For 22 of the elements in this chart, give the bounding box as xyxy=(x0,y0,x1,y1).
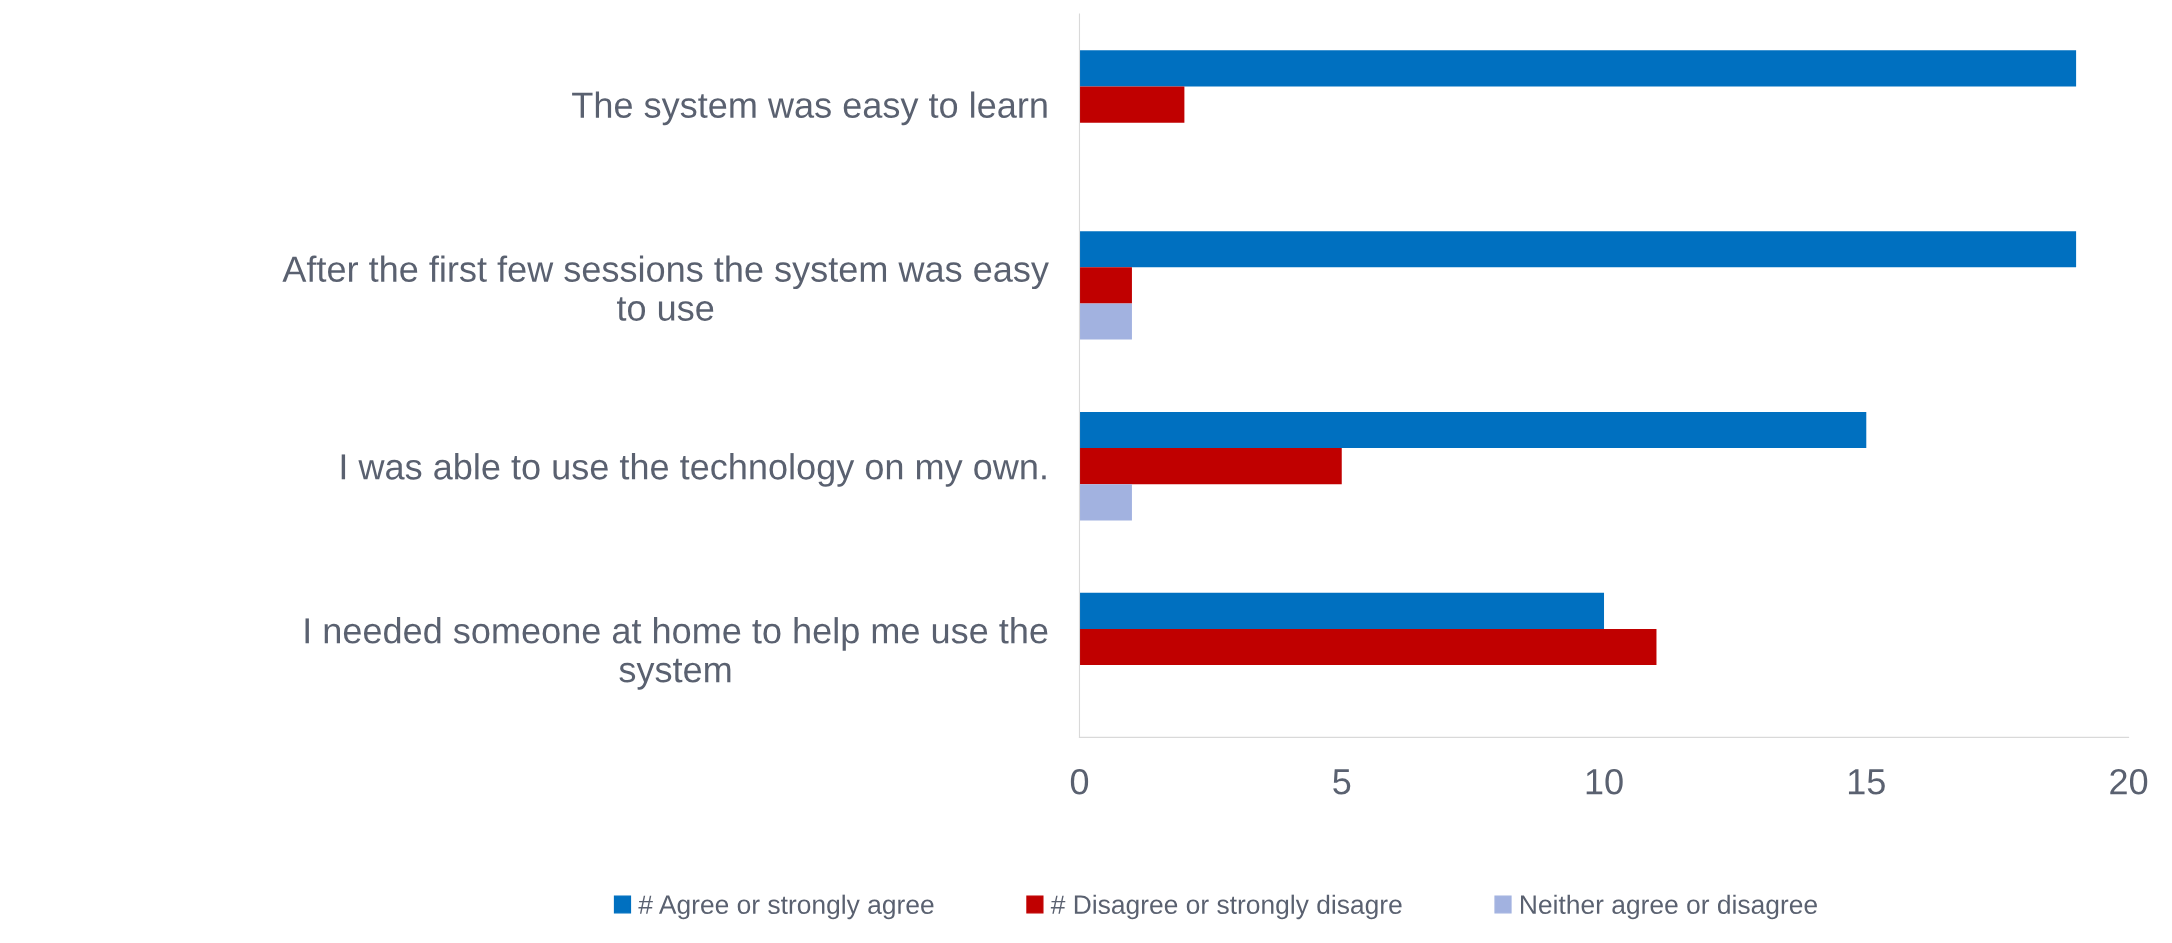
bar xyxy=(1079,448,1342,485)
bar xyxy=(1079,484,1132,521)
bar xyxy=(1079,86,1185,123)
y-tick-label: I needed someone at home to help me use the system xyxy=(305,617,1048,690)
x-tick-label: 10 xyxy=(1586,768,1623,795)
x-tick-label: 0 xyxy=(1070,768,1089,795)
y-tick-label: After the first few sessions the system was easy to use xyxy=(282,255,1049,321)
bar xyxy=(1079,411,1867,449)
legend-label: # Disagree or strongly disagre xyxy=(1050,894,1402,920)
legend-label: Neither agree or disagree xyxy=(1521,894,1817,920)
bar xyxy=(1079,628,1657,666)
bar xyxy=(1079,231,2077,268)
legend-label: # Agree or strongly agree xyxy=(638,894,934,920)
bar xyxy=(1079,267,1132,304)
bar xyxy=(1079,592,1605,629)
bar xyxy=(1079,303,1132,340)
x-tick-label: 15 xyxy=(1848,769,1885,795)
y-tick-label: The system was easy to learn xyxy=(572,91,1047,126)
x-tick-label: 5 xyxy=(1333,769,1351,795)
y-tick-label: I was able to use the technology on my own. xyxy=(341,453,1046,487)
x-tick-label: 20 xyxy=(2110,768,2148,795)
bar xyxy=(1079,50,2077,87)
